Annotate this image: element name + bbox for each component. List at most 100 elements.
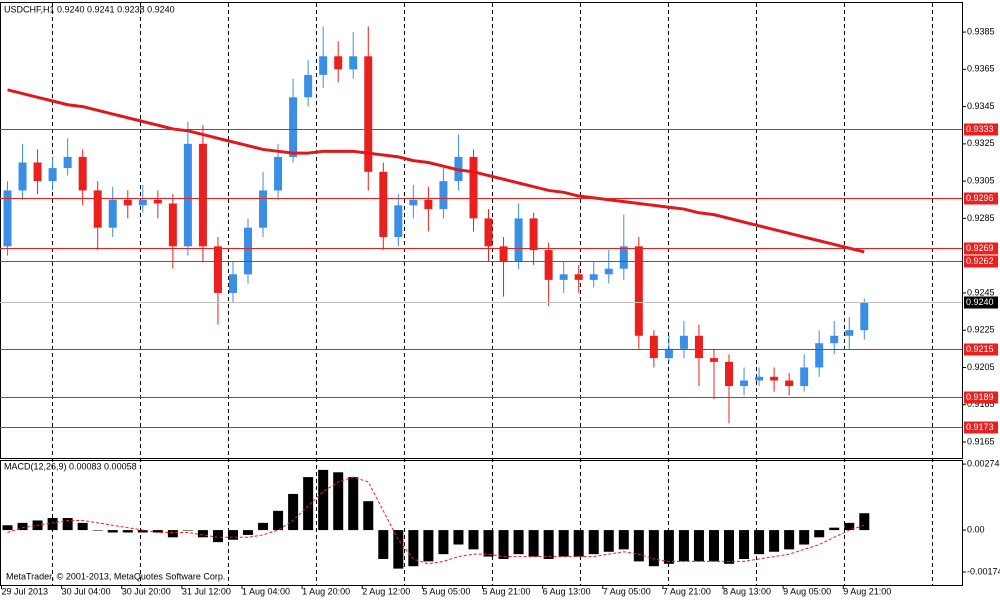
macd-bar (844, 522, 855, 531)
x-tick-label: 9 Aug 05:00 (783, 586, 831, 596)
macd-bar (197, 530, 208, 538)
candle-body (244, 227, 253, 275)
macd-bar (423, 530, 434, 562)
candle-body (499, 246, 508, 262)
level-label-bg (964, 255, 998, 268)
candle-body (484, 218, 493, 247)
y-tick-label: 0.00274 (967, 458, 1000, 468)
x-tick-label: 8 Aug 13:00 (723, 586, 771, 596)
macd-bar (754, 530, 765, 555)
macd-bar (438, 530, 449, 555)
macd-bar (724, 530, 735, 564)
candle-body (589, 274, 598, 280)
macd-bar (273, 510, 284, 531)
x-tick-label: 29 Jul 2013 (2, 586, 49, 596)
candle-body (18, 162, 27, 191)
macd-bar (588, 530, 599, 555)
candle-body (379, 171, 388, 238)
macd-bar (648, 530, 659, 567)
level-label-bg (964, 421, 998, 434)
copyright: MetaTrader, © 2001-2013, MetaQuotes Soft… (6, 571, 225, 581)
macd-bar (814, 530, 825, 538)
macd-bar (408, 530, 419, 567)
macd-bar (784, 530, 795, 550)
candle-body (709, 358, 718, 362)
moving-average (7, 88, 865, 254)
y-tick-label: 0.9165 (967, 436, 995, 446)
macd-bar (167, 530, 178, 538)
macd-bar (227, 530, 238, 540)
candle-body (604, 268, 613, 275)
candle-body (168, 203, 177, 247)
candle-body (364, 56, 373, 172)
candle-body (529, 218, 538, 251)
macd-bar (182, 530, 193, 531)
x-tick-label: 30 Jul 20:00 (122, 586, 171, 596)
candle-body (304, 74, 313, 98)
candle-body (439, 181, 448, 210)
macd-bar (603, 530, 614, 552)
macd-bar (558, 530, 569, 557)
macd-bar (363, 501, 374, 531)
macd-bar (107, 530, 118, 533)
x-tick-label: 5 Aug 05:00 (422, 586, 470, 596)
period-separators (52, 3, 933, 585)
candle-body (679, 335, 688, 349)
y-tick-label: 0.9285 (967, 213, 995, 223)
macd-bar (212, 530, 223, 543)
macd-bar (348, 477, 359, 531)
y-tick-label: 0.00 (967, 524, 985, 534)
level-label: 0.9173 (966, 422, 994, 432)
candle-body (619, 246, 628, 269)
x-tick-label: 1 Aug 20:00 (302, 586, 350, 596)
level-label-bg (964, 343, 998, 356)
candle-body (785, 380, 794, 387)
macd-bar (693, 530, 704, 562)
candle-body (469, 156, 478, 219)
level-label-bg (964, 391, 998, 404)
chart-title: USDCHF,H1 0.9240 0.9241 0.9238 0.9240 (4, 4, 175, 14)
signal-line (7, 476, 865, 565)
candle-body (33, 162, 42, 182)
candle-body (770, 376, 779, 381)
y-tick-label: 0.9365 (967, 64, 995, 74)
candle-body (63, 156, 72, 169)
candle-body (394, 205, 403, 238)
macd-bar (528, 530, 539, 557)
candle-body (349, 56, 358, 70)
candle-body (78, 156, 87, 191)
y-tick-label: 0.9205 (967, 362, 995, 372)
macd-bar (318, 469, 329, 531)
x-tick-label: 9 Aug 21:00 (843, 586, 891, 596)
macd-bar (739, 530, 750, 559)
candle-body (259, 190, 268, 228)
candle-body (694, 335, 703, 359)
candle-body (860, 302, 869, 331)
macd-bar (708, 530, 719, 562)
macd-bar (829, 527, 840, 531)
candle-body (93, 190, 102, 228)
x-tick-label: 7 Aug 05:00 (603, 586, 651, 596)
macd-bar (77, 522, 88, 531)
macd-bar (483, 530, 494, 557)
candle-body (198, 143, 207, 247)
macd-bar (333, 472, 344, 531)
candle-body (664, 348, 673, 359)
x-tick-label: 6 Aug 13:00 (543, 586, 591, 596)
x-tick-label: 31 Jul 12:00 (182, 586, 231, 596)
macd-bar (243, 530, 254, 535)
level-label-bg (964, 242, 998, 255)
candle-body (800, 367, 809, 387)
x-tick-label: 30 Jul 04:00 (62, 586, 111, 596)
y-tick-label: 0.9325 (967, 138, 995, 148)
macd-bar (258, 522, 269, 531)
macd-bar (393, 530, 404, 569)
level-label: 0.9333 (966, 124, 994, 134)
x-tick-label: 2 Aug 12:00 (362, 586, 410, 596)
x-tick-label: 7 Aug 21:00 (663, 586, 711, 596)
macd-bar (799, 530, 810, 545)
macd-bar (2, 525, 13, 531)
candle-body (48, 168, 57, 182)
